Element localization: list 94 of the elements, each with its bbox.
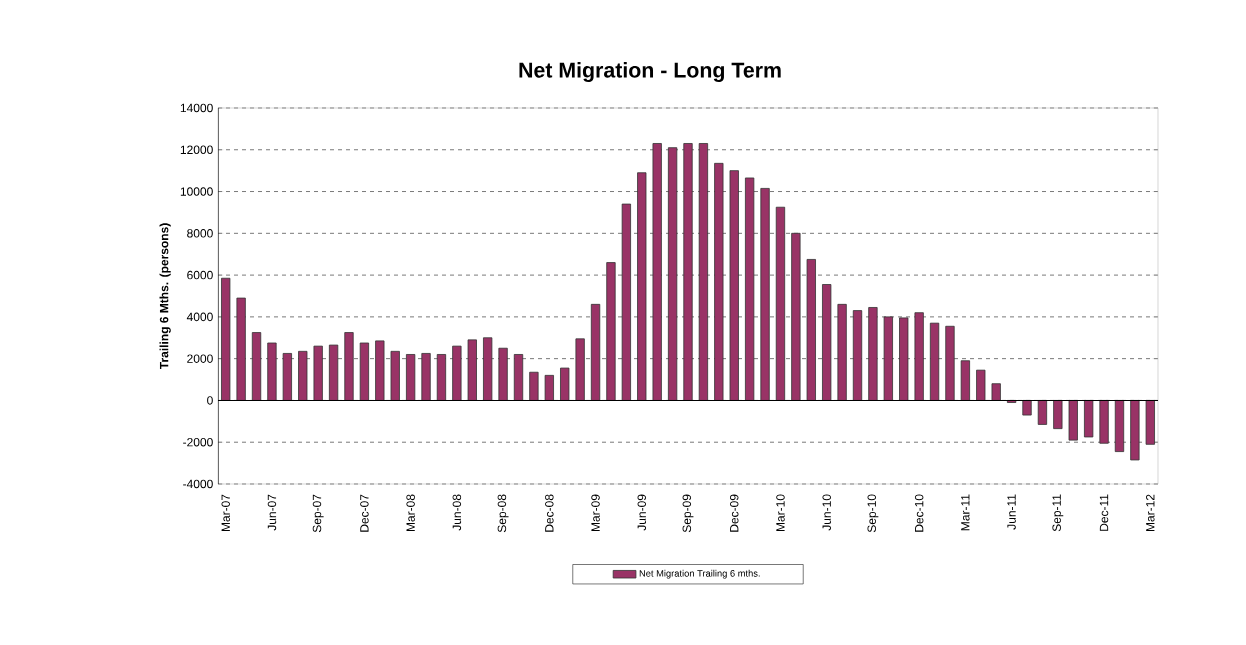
- legend-label: Net Migration Trailing 6 mths.: [639, 569, 760, 579]
- y-tick-label: -2000: [183, 437, 213, 447]
- bar: [1053, 400, 1063, 430]
- bar: [976, 369, 986, 401]
- bar: [1130, 400, 1140, 461]
- x-tick-label: Sep-07: [312, 494, 324, 533]
- bar: [991, 383, 1001, 401]
- bar: [914, 312, 924, 401]
- x-tick-label: Mar-07: [221, 494, 230, 532]
- bar: [298, 350, 308, 401]
- x-tick-label: Dec-08: [545, 494, 554, 532]
- y-tick-label: 12000: [180, 145, 213, 155]
- bar: [344, 332, 354, 401]
- y-axis-title: Trailing 6 Mths. (persons): [159, 223, 171, 370]
- x-tick-label: Dec-09: [729, 494, 739, 532]
- x-tick-label: Jun-11: [1007, 494, 1016, 530]
- bar: [436, 354, 447, 401]
- bar: [822, 284, 832, 401]
- y-tick-label: 2000: [187, 354, 213, 363]
- bar: [621, 203, 631, 401]
- bar: [328, 344, 339, 401]
- x-tick-label: Mar-11: [961, 494, 970, 531]
- bar: [806, 259, 816, 401]
- bar: [683, 143, 693, 401]
- bar: [667, 147, 678, 401]
- bar: [791, 232, 801, 401]
- bar: [652, 143, 662, 401]
- y-tick-label: 8000: [187, 229, 213, 238]
- bar: [760, 188, 770, 401]
- x-tick-label: Jun-08: [452, 494, 462, 531]
- bar: [267, 342, 277, 401]
- bar: [1114, 400, 1125, 453]
- bar: [929, 322, 940, 401]
- bar: [775, 206, 786, 401]
- y-tick-label: 14000: [180, 103, 213, 113]
- bar: [1099, 400, 1109, 444]
- y-tick-label: 4000: [186, 312, 213, 322]
- x-tick-label: Mar-09: [591, 494, 600, 532]
- bar: [945, 325, 955, 401]
- bar: [282, 353, 292, 401]
- x-tick-label: Jun-07: [267, 494, 277, 531]
- bar: [544, 374, 554, 401]
- bar: [513, 354, 524, 401]
- bar: [745, 177, 755, 401]
- x-tick-label: Mar-10: [776, 494, 785, 532]
- bar: [467, 339, 477, 401]
- x-tick-label: Sep-11: [1052, 494, 1064, 532]
- bar: [560, 367, 570, 401]
- bar: [483, 337, 493, 401]
- x-tick-label: Jun-10: [822, 494, 831, 531]
- bar: [498, 347, 508, 401]
- bar: [1145, 400, 1155, 445]
- y-tick-label: 6000: [187, 270, 213, 280]
- bar: [452, 345, 462, 401]
- bar: [883, 316, 893, 401]
- bar: [575, 338, 585, 401]
- bar: [729, 170, 739, 401]
- bar: [637, 172, 647, 401]
- bar: [1022, 400, 1032, 416]
- bar: [868, 307, 878, 401]
- bar: [698, 143, 709, 401]
- bar: [221, 277, 231, 401]
- x-tick-label: Dec-10: [914, 494, 924, 532]
- bar: [837, 303, 847, 401]
- bar: [590, 303, 601, 401]
- bar: [375, 340, 385, 401]
- bar: [1037, 400, 1048, 425]
- x-tick-label: Sep-09: [682, 494, 694, 533]
- bar: [313, 345, 323, 401]
- x-tick-label: Dec-11: [1099, 494, 1109, 531]
- y-tick-label: 0: [207, 396, 213, 405]
- bar: [1084, 400, 1094, 438]
- bar: [714, 162, 724, 401]
- x-tick-label: Mar-08: [406, 494, 415, 532]
- bar: [421, 353, 431, 401]
- x-tick-label: Sep-10: [867, 494, 879, 533]
- y-tick-label: -4000: [183, 479, 213, 489]
- bar: [960, 360, 971, 401]
- x-tick-label: Dec-07: [360, 494, 369, 532]
- bar: [236, 297, 246, 401]
- bar: [529, 371, 539, 401]
- bar: [899, 317, 909, 401]
- bar: [390, 350, 400, 401]
- bar: [405, 354, 416, 401]
- bar: [359, 342, 370, 401]
- bar: [251, 332, 262, 401]
- x-tick-label: Jun-09: [637, 494, 647, 531]
- y-tick-label: 10000: [180, 187, 213, 196]
- x-tick-label: Mar-12: [1146, 494, 1155, 532]
- bar: [1068, 400, 1078, 441]
- chart-title: Net Migration - Long Term: [519, 62, 781, 82]
- bar: [606, 262, 616, 401]
- bar: [852, 310, 863, 401]
- x-tick-label: Sep-08: [497, 494, 509, 533]
